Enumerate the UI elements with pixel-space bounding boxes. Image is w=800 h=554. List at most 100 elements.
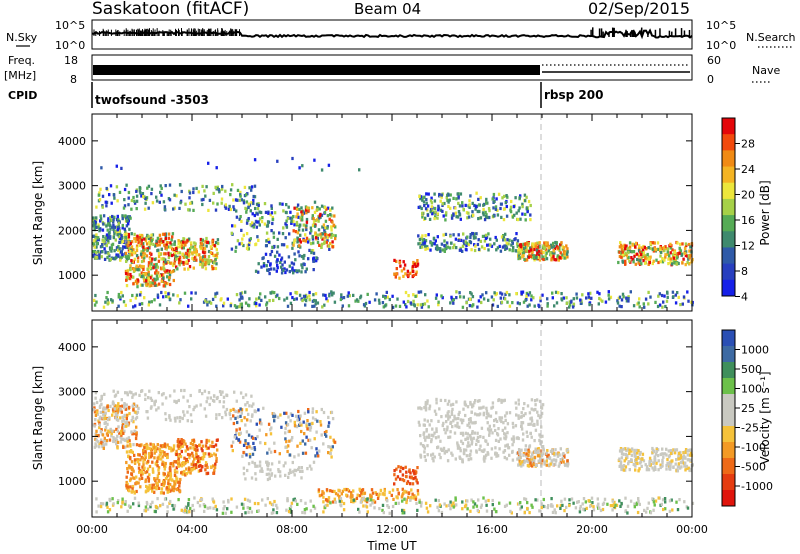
echo-cell: [106, 405, 109, 409]
echo-cell: [203, 407, 206, 411]
echo-cell: [548, 463, 551, 467]
echo-cell: [433, 409, 437, 413]
echo-cell: [522, 254, 525, 258]
echo-cell: [157, 479, 161, 483]
echo-cell: [117, 244, 120, 249]
echo-cell: [112, 220, 115, 224]
echo-cell: [276, 245, 280, 249]
echo-cell: [134, 429, 137, 433]
date-title: 02/Sep/2015: [588, 0, 690, 18]
echo-cell: [255, 297, 258, 301]
echo-cell: [636, 451, 639, 455]
echo-cell: [114, 416, 117, 420]
echo-cell: [481, 293, 484, 297]
echo-cell: [244, 393, 248, 397]
echo-cell: [111, 429, 114, 433]
echo-cell: [163, 464, 166, 468]
echo-cell: [538, 433, 541, 437]
echo-cell: [157, 251, 161, 256]
echo-cell: [524, 448, 527, 452]
echo-cell: [244, 301, 248, 305]
echo-cell: [174, 479, 178, 483]
echo-cell: [130, 490, 133, 494]
echo-cell: [405, 470, 408, 474]
echo-cell: [536, 454, 540, 458]
echo-cell: [516, 301, 520, 305]
echo-cell: [624, 259, 627, 263]
echo-cell: [451, 425, 454, 429]
echo-cell: [465, 241, 469, 245]
echo-cell: [156, 456, 159, 460]
echo-cell: [290, 438, 293, 442]
echo-cell: [133, 460, 137, 464]
echo-cell: [542, 452, 545, 456]
echo-cell: [402, 274, 405, 278]
echo-cell: [169, 418, 172, 422]
echo-cell: [232, 414, 235, 418]
echo-cell: [411, 482, 415, 486]
echo-cell: [135, 443, 139, 447]
echo-cell: [328, 233, 332, 237]
echo-cell: [136, 285, 139, 289]
echo-cell: [239, 407, 242, 411]
echo-cell: [307, 408, 310, 412]
echo-cell: [256, 464, 259, 468]
echo-cell: [687, 466, 690, 470]
echo-cell: [314, 236, 318, 240]
echo-cell: [292, 243, 295, 247]
echo-cell: [167, 245, 170, 249]
echo-cell: [248, 240, 251, 244]
echo-cell: [533, 254, 536, 258]
echo-cell: [523, 460, 526, 464]
echo-cell: [420, 407, 423, 411]
echo-cell: [486, 215, 489, 220]
echo-cell: [101, 433, 105, 437]
echo-cell: [196, 456, 199, 460]
echo-cell: [284, 421, 288, 425]
echo-cell: [163, 444, 166, 448]
echo-cell: [151, 201, 155, 205]
echo-cell: [154, 445, 158, 449]
echo-cell: [535, 248, 539, 252]
echo-cell: [153, 281, 157, 285]
echo-cell: [177, 239, 180, 243]
echo-cell: [154, 244, 157, 248]
echo-cell: [660, 293, 664, 298]
echo-cell: [413, 494, 416, 498]
echo-cell: [621, 245, 625, 249]
echo-cell: [216, 241, 220, 246]
echo-cell: [494, 417, 497, 422]
echo-cell: [199, 468, 202, 473]
echo-cell: [305, 224, 308, 228]
echo-cell: [430, 453, 433, 457]
echo-cell: [99, 410, 102, 414]
echo-cell: [502, 236, 506, 240]
echo-cell: [97, 440, 100, 444]
echo-cell: [190, 201, 194, 205]
echo-cell: [126, 219, 129, 224]
echo-cell: [587, 292, 590, 296]
echo-cell: [102, 412, 105, 416]
echo-cell: [499, 437, 502, 441]
echo-cell: [437, 419, 440, 423]
echo-cell: [101, 243, 104, 247]
echo-cell: [634, 252, 638, 257]
echo-cell: [156, 277, 159, 281]
echo-cell: [304, 442, 307, 446]
echo-cell: [440, 448, 444, 452]
echo-cell: [509, 205, 513, 209]
echo-cell: [266, 268, 270, 272]
echo-cell: [272, 231, 275, 235]
echo-cell: [317, 219, 320, 223]
echo-cell: [624, 251, 627, 255]
echo-cell: [640, 253, 643, 257]
echo-cell: [346, 488, 349, 492]
echo-cell: [553, 452, 556, 456]
echo-cell: [506, 238, 509, 242]
echo-cell: [431, 452, 435, 456]
echo-cell: [235, 428, 238, 432]
echo-cell: [315, 218, 319, 222]
echo-cell: [487, 298, 490, 302]
echo-cell: [377, 494, 380, 498]
echo-cell: [540, 445, 544, 449]
